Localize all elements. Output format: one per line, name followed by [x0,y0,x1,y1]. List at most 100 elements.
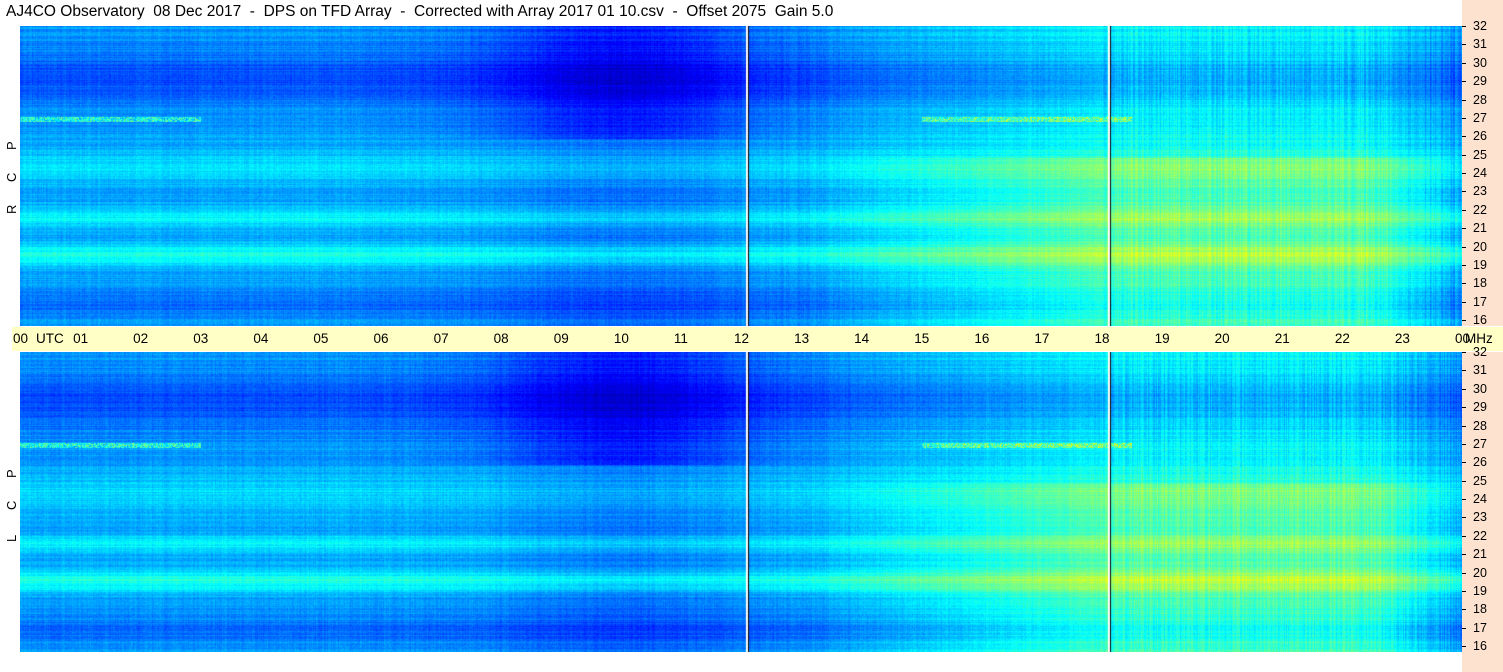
time-tick-label: 23 [1394,331,1410,346]
tick-label: 22 [1473,528,1487,543]
tick-mark [1462,407,1466,409]
tick-label: 18 [1473,602,1487,617]
tick-mark [1462,517,1466,519]
tick-mark [1462,246,1466,248]
time-tick-label: 10 [613,331,629,346]
tick-label: 19 [1473,257,1487,272]
time-tick-label: 15 [914,331,930,346]
tick-mark [1462,301,1466,303]
left-margin [0,352,20,652]
left-margin [0,26,20,326]
polarization-letter: R [4,204,19,214]
polarization-letter: L [4,534,19,542]
tick-mark [1462,136,1466,138]
tick-label: 30 [1473,55,1487,70]
tick-mark [1462,173,1466,174]
tick-label: 22 [1473,202,1487,217]
tick-mark [1462,228,1466,230]
tick-mark [1462,443,1466,445]
polarization-letter: C [4,500,19,510]
time-tick-label: 00 [13,331,29,346]
time-tick-label: 12 [734,331,750,346]
tick-label: 32 [1473,19,1487,33]
time-tick-label: 08 [493,331,509,346]
tick-mark [1462,352,1466,353]
utc-time-axis [12,327,1503,351]
tick-label: 27 [1473,436,1487,451]
tick-mark [1462,264,1466,266]
time-tick-label: 17 [1034,331,1050,346]
tick-mark [1462,590,1466,592]
time-tick-label: 13 [794,331,810,346]
time-tick-label: 09 [553,331,569,346]
tick-label: 18 [1473,276,1487,291]
tick-mark [1462,480,1466,482]
tick-label: 32 [1473,345,1487,359]
polarization-letter: P [4,141,19,150]
tick-mark [1462,572,1466,574]
tick-label: 23 [1473,510,1487,525]
chart-title: AJ4CO Observatory 08 Dec 2017 - DPS on T… [6,3,834,20]
tick-mark [1462,320,1466,321]
tick-mark [1462,209,1466,211]
tick-mark [1462,499,1466,500]
tick-mark [1462,154,1466,156]
tick-label: 17 [1473,294,1487,309]
tick-mark [1462,388,1466,390]
tick-label: 24 [1473,492,1487,506]
frequency-axis-bottom [1462,352,1503,672]
tick-mark [1462,283,1466,285]
tick-label: 29 [1473,74,1487,89]
tick-mark [1462,462,1466,464]
tick-label: 24 [1473,166,1487,180]
time-tick-label: UTC [36,331,64,346]
frequency-axis-top [1462,0,1503,326]
tick-mark [1462,627,1466,629]
tick-label: 31 [1473,37,1487,52]
tick-mark [1462,609,1466,611]
tick-label: 21 [1473,547,1487,562]
tick-label: 31 [1473,363,1487,378]
tick-label: 17 [1473,620,1487,635]
tick-mark [1462,425,1466,427]
time-tick-label: 19 [1154,331,1170,346]
tick-mark [1462,99,1466,101]
tick-mark [1462,535,1466,537]
rcp-spectrogram [20,26,1462,326]
tick-label: 16 [1473,639,1487,653]
time-tick-label: 04 [253,331,269,346]
tick-label: 16 [1473,313,1487,327]
tick-mark [1462,26,1466,27]
tick-label: 25 [1473,147,1487,162]
tick-label: 25 [1473,473,1487,488]
tick-label: 21 [1473,221,1487,236]
time-tick-label: 00 [1455,331,1471,346]
time-tick-label: 18 [1094,331,1110,346]
tick-mark [1462,370,1466,372]
time-tick-label: 20 [1214,331,1230,346]
time-tick-label: 11 [673,331,688,346]
tick-mark [1462,191,1466,193]
time-tick-label: 02 [133,331,149,346]
time-tick-label: 22 [1334,331,1350,346]
time-tick-label: 06 [373,331,389,346]
tick-label: 28 [1473,92,1487,107]
lcp-spectrogram [20,352,1462,652]
time-tick-label: 01 [73,331,89,346]
time-tick-label: 21 [1274,331,1290,346]
tick-label: 20 [1473,239,1487,254]
time-tick-label: 14 [854,331,870,346]
tick-label: 27 [1473,110,1487,125]
tick-mark [1462,81,1466,83]
polarization-letter: P [4,469,19,478]
time-tick-label: MHz [1465,331,1493,346]
tick-label: 28 [1473,418,1487,433]
tick-mark [1462,554,1466,556]
tick-mark [1462,117,1466,119]
time-tick-label: 07 [433,331,449,346]
tick-label: 26 [1473,455,1487,470]
time-tick-label: 05 [313,331,329,346]
tick-label: 19 [1473,583,1487,598]
time-tick-label: 16 [974,331,990,346]
tick-label: 30 [1473,381,1487,396]
